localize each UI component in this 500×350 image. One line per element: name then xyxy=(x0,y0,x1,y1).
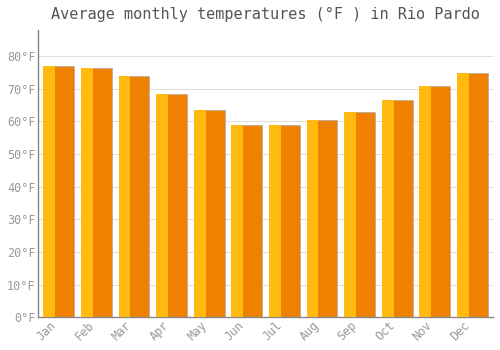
Bar xyxy=(156,94,168,317)
Bar xyxy=(269,125,300,317)
Bar xyxy=(118,76,130,317)
Bar xyxy=(194,110,205,317)
Bar xyxy=(81,68,112,317)
Bar xyxy=(457,72,488,317)
Bar xyxy=(44,66,74,317)
Bar xyxy=(194,110,224,317)
Bar xyxy=(118,76,150,317)
Bar xyxy=(344,112,356,317)
Bar xyxy=(306,120,338,317)
Bar xyxy=(232,125,243,317)
Title: Average monthly temperatures (°F ) in Rio Pardo: Average monthly temperatures (°F ) in Ri… xyxy=(51,7,480,22)
Bar xyxy=(232,125,262,317)
Bar xyxy=(269,125,280,317)
Bar xyxy=(457,72,468,317)
Bar xyxy=(81,68,93,317)
Bar xyxy=(156,94,187,317)
Bar xyxy=(344,112,375,317)
Bar xyxy=(44,66,55,317)
Bar xyxy=(382,100,394,317)
Bar xyxy=(382,100,412,317)
Bar xyxy=(306,120,318,317)
Bar xyxy=(420,85,450,317)
Bar xyxy=(420,85,431,317)
